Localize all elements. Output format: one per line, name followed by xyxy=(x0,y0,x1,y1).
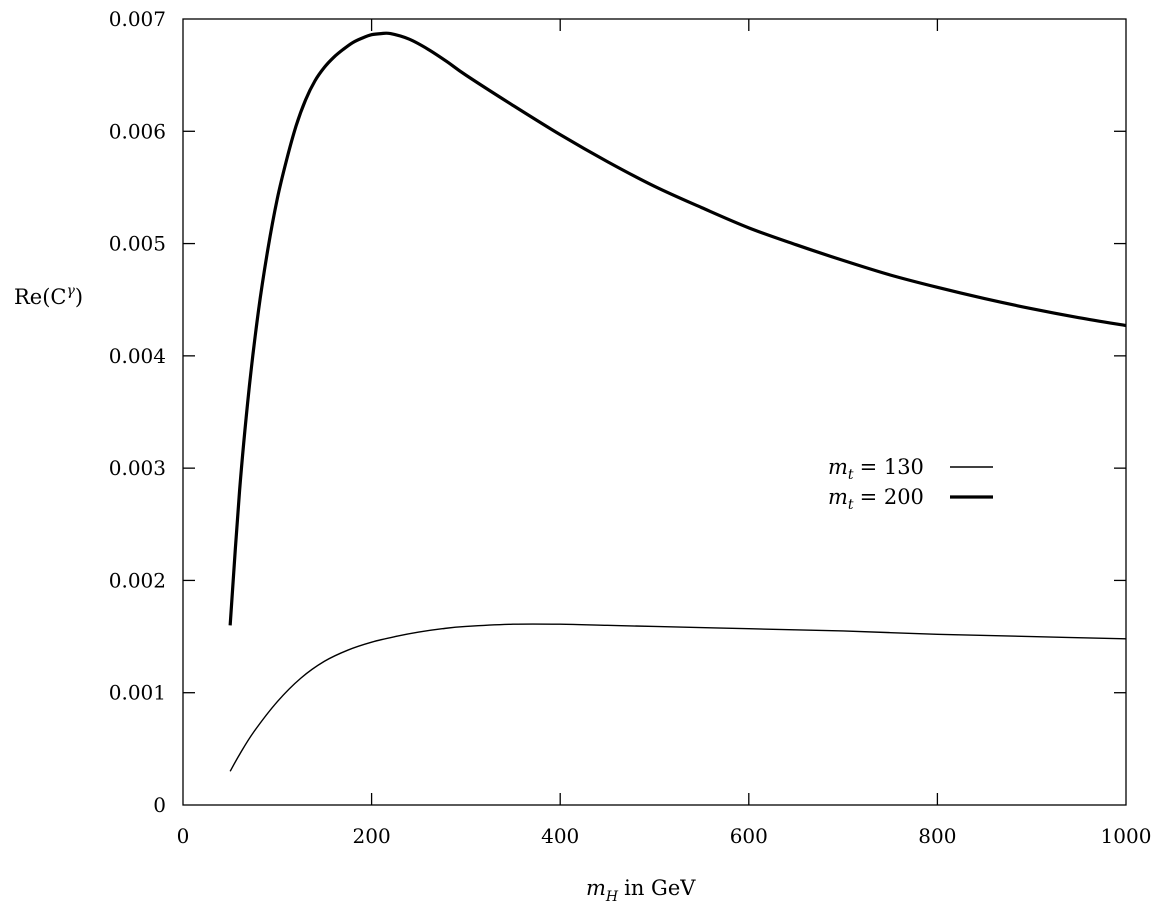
plot-frame xyxy=(182,18,1127,806)
x-axis-label: mH in GeV xyxy=(586,876,696,905)
x-tick-label: 1000 xyxy=(1101,824,1152,848)
x-tick-label: 0 xyxy=(177,824,190,848)
y-tick-label: 0.006 xyxy=(109,119,166,143)
legend-entry-mt200: mt = 200 xyxy=(828,485,993,513)
series-line-mt200 xyxy=(228,31,1127,626)
x-tick-label: 400 xyxy=(541,824,579,848)
legend-label-mt200: mt = 200 xyxy=(828,485,924,513)
y-tick-label: 0.005 xyxy=(109,232,166,256)
x-tick-label: 200 xyxy=(353,824,391,848)
y-tick-label: 0.003 xyxy=(109,456,166,480)
y-tick-label: 0.001 xyxy=(109,681,166,705)
y-tick-label: 0 xyxy=(153,793,166,817)
x-tick-labels: 0 200 400 600 800 1000 xyxy=(177,824,1152,848)
x-tick-label: 800 xyxy=(918,824,956,848)
y-tick-label: 0.002 xyxy=(109,568,166,592)
y-tick-label: 0.004 xyxy=(109,344,166,368)
y-tick-labels: 0 0.001 0.002 0.003 0.004 0.005 0.006 0.007 xyxy=(109,7,166,817)
y-tick-label: 0.007 xyxy=(109,7,166,31)
y-axis-label: Re(Cγ) xyxy=(14,283,83,309)
series-line-mt130 xyxy=(229,623,1127,772)
legend-label-mt130: mt = 130 xyxy=(828,455,924,483)
series-lines xyxy=(228,31,1127,772)
legend: mt = 130 mt = 200 xyxy=(828,455,993,513)
tick-marks xyxy=(183,19,1126,805)
legend-entry-mt130: mt = 130 xyxy=(828,455,993,483)
x-tick-label: 600 xyxy=(730,824,768,848)
